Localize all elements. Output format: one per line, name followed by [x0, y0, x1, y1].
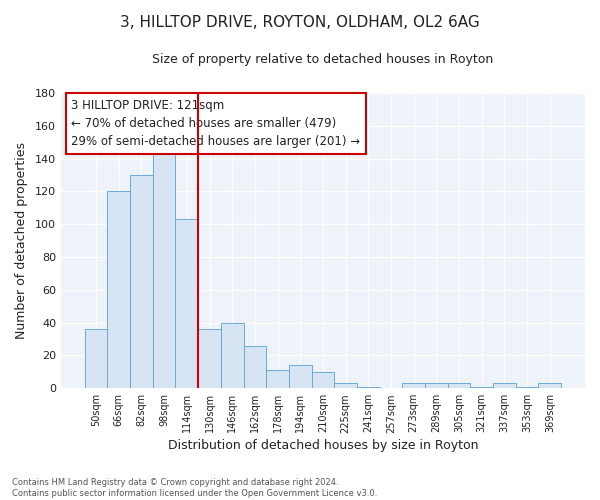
X-axis label: Distribution of detached houses by size in Royton: Distribution of detached houses by size …	[168, 440, 478, 452]
Bar	[538, 384, 561, 388]
Text: Contains HM Land Registry data © Crown copyright and database right 2024.
Contai: Contains HM Land Registry data © Crown c…	[12, 478, 377, 498]
Bar	[311, 372, 334, 388]
Bar	[198, 329, 221, 388]
Bar	[425, 384, 448, 388]
Title: Size of property relative to detached houses in Royton: Size of property relative to detached ho…	[152, 52, 494, 66]
Bar	[221, 322, 244, 388]
Bar	[85, 329, 107, 388]
Bar	[130, 175, 153, 388]
Bar	[448, 384, 470, 388]
Bar	[153, 152, 175, 388]
Bar	[175, 220, 198, 388]
Bar	[289, 365, 311, 388]
Bar	[266, 370, 289, 388]
Bar	[493, 384, 516, 388]
Bar	[107, 192, 130, 388]
Bar	[357, 386, 380, 388]
Bar	[470, 386, 493, 388]
Y-axis label: Number of detached properties: Number of detached properties	[15, 142, 28, 339]
Text: 3, HILLTOP DRIVE, ROYTON, OLDHAM, OL2 6AG: 3, HILLTOP DRIVE, ROYTON, OLDHAM, OL2 6A…	[120, 15, 480, 30]
Text: 3 HILLTOP DRIVE: 121sqm
← 70% of detached houses are smaller (479)
29% of semi-d: 3 HILLTOP DRIVE: 121sqm ← 70% of detache…	[71, 99, 361, 148]
Bar	[516, 386, 538, 388]
Bar	[334, 384, 357, 388]
Bar	[244, 346, 266, 388]
Bar	[403, 384, 425, 388]
